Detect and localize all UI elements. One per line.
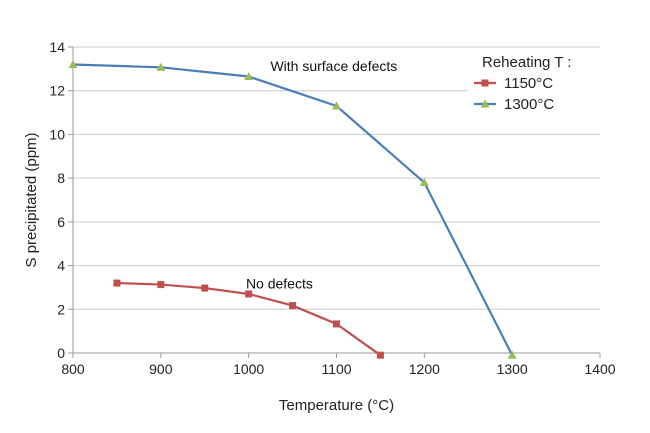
y-tick-label-10: 10 <box>49 126 65 142</box>
annotation-0: With surface defects <box>270 58 397 74</box>
x-tick-label-1400: 1400 <box>584 361 615 377</box>
legend-swatch-marker-1300°C <box>480 99 490 108</box>
series-1150°C <box>113 279 384 359</box>
x-tick-label-1200: 1200 <box>409 361 440 377</box>
y-tick-label-4: 4 <box>57 258 65 274</box>
data-point-1300°C-1200 <box>419 178 429 187</box>
legend-swatch-marker-1150°C <box>481 79 489 87</box>
y-tick-label-6: 6 <box>57 214 65 230</box>
data-point-1300°C-900 <box>156 62 166 71</box>
data-point-1150°C-1100 <box>333 320 340 328</box>
gridlines <box>73 46 600 310</box>
data-point-1150°C-1050 <box>289 302 297 310</box>
x-axis-label: Temperature (°C) <box>279 397 394 414</box>
x-tick-label-1300: 1300 <box>497 361 528 377</box>
data-point-1150°C-950 <box>201 284 209 292</box>
series-line-1300°C <box>72 63 514 356</box>
legend-label-1300°C: 1300°C <box>504 96 554 113</box>
series-1300°C <box>68 59 517 359</box>
data-point-1150°C-1000 <box>245 290 253 298</box>
annotations: With surface defects No defects <box>246 58 397 291</box>
legend-label-1150°C: 1150°C <box>504 75 553 92</box>
legend-item-1300°C: 1300°C <box>474 96 554 113</box>
legend-title: Reheating T : <box>482 54 572 71</box>
legend-background <box>468 50 600 120</box>
x-tick-label-800: 800 <box>61 361 85 377</box>
y-tick-label-2: 2 <box>57 301 65 317</box>
x-tick-label-900: 900 <box>149 361 173 377</box>
annotation-1: No defects <box>246 276 313 292</box>
data-point-1150°C-850 <box>113 279 121 287</box>
data-point-1150°C-1150 <box>376 351 384 359</box>
x-tick-label-1100: 1100 <box>321 361 351 377</box>
data-point-1300°C-800 <box>68 59 78 68</box>
y-tick-label-12: 12 <box>49 83 65 99</box>
legend: Reheating T : 1150°C 1300°C <box>468 50 600 120</box>
y-axis-label: S precipitated (ppm) <box>23 132 40 267</box>
data-point-1300°C-1100 <box>332 101 341 110</box>
x-tick-label-1000: 1000 <box>233 361 264 377</box>
data-point-1300°C-1000 <box>244 72 254 81</box>
y-tick-label-14: 14 <box>49 39 65 55</box>
y-tick-label-8: 8 <box>57 170 65 186</box>
data-point-1300°C-1300 <box>507 350 517 359</box>
y-tick-labels: 0 2 4 6 8 10 12 14 <box>49 39 65 361</box>
y-tick-label-0: 0 <box>57 345 65 361</box>
data-point-1150°C-900 <box>157 281 165 289</box>
legend-item-1150°C: 1150°C <box>474 75 553 92</box>
series-layer <box>68 59 517 359</box>
x-tick-labels: 800 900 1000 1100 1200 1300 1400 <box>61 361 615 377</box>
